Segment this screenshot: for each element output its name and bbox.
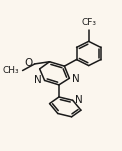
Text: O: O — [25, 58, 33, 68]
Text: N: N — [72, 74, 80, 84]
Text: N: N — [75, 95, 83, 105]
Text: CF₃: CF₃ — [82, 18, 97, 27]
Text: CH₃: CH₃ — [3, 66, 19, 75]
Text: N: N — [34, 76, 42, 85]
